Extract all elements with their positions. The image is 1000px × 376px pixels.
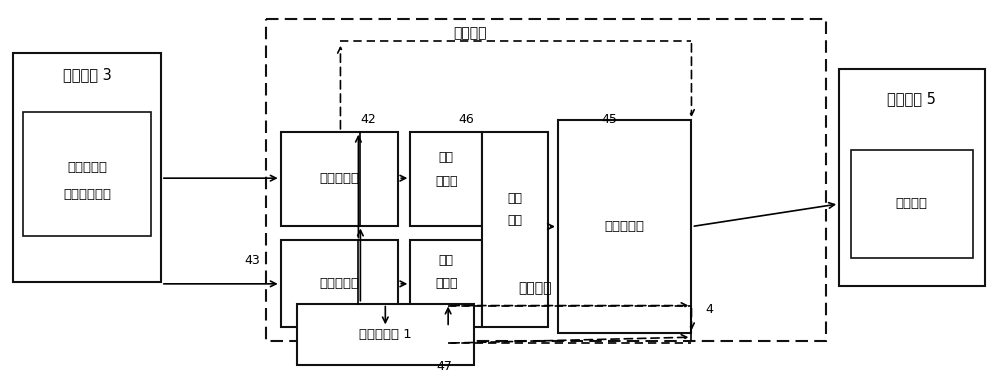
Text: 供电电源 3: 供电电源 3 (63, 67, 112, 82)
Bar (281, 132, 398, 226)
Bar (851, 150, 973, 258)
Bar (266, 19, 826, 341)
Text: 或第二输出端: 或第二输出端 (63, 188, 111, 202)
Bar (13, 53, 161, 282)
Bar (281, 240, 398, 327)
Text: 二极管: 二极管 (435, 277, 457, 290)
Bar (410, 132, 482, 226)
Text: 47: 47 (436, 360, 452, 373)
Text: 43: 43 (245, 254, 260, 267)
Text: 第三通路: 第三通路 (518, 281, 552, 295)
Text: 二极管: 二极管 (435, 174, 457, 188)
Text: 浪涌测试仪 1: 浪涌测试仪 1 (359, 328, 412, 341)
Text: 待测设备 5: 待测设备 5 (887, 91, 936, 106)
Text: 42: 42 (360, 114, 376, 126)
Text: 第二: 第二 (507, 193, 522, 205)
Text: 第四继电器: 第四继电器 (319, 277, 359, 290)
Bar (839, 68, 985, 286)
Text: 第一输出端: 第一输出端 (67, 161, 107, 174)
Text: 第三继电器: 第三继电器 (605, 220, 645, 233)
Text: 46: 46 (458, 114, 474, 126)
Text: 第一: 第一 (439, 151, 454, 164)
Bar (482, 132, 548, 327)
Text: 45: 45 (602, 114, 618, 126)
Text: 第二: 第二 (439, 254, 454, 267)
Bar (297, 303, 474, 365)
Text: 第二继电器: 第二继电器 (319, 172, 359, 185)
Text: 通路: 通路 (507, 214, 522, 227)
Bar (23, 112, 151, 237)
Text: 4: 4 (705, 303, 713, 316)
Bar (558, 120, 691, 333)
Text: 第一通路: 第一通路 (453, 26, 487, 40)
Text: 电池端口: 电池端口 (896, 197, 928, 210)
Bar (410, 240, 482, 327)
